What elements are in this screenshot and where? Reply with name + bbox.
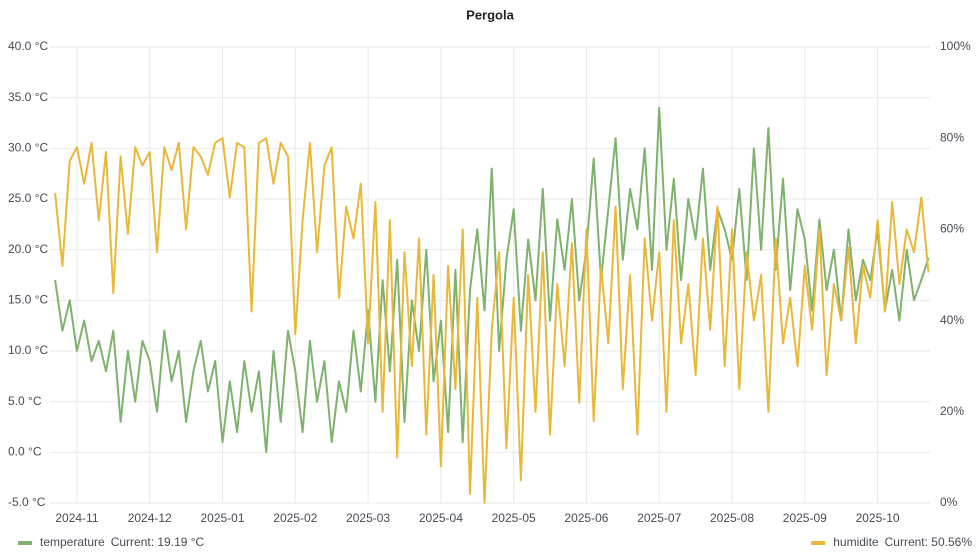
y-tick-label: 15.0 °C	[8, 293, 48, 307]
y2-tick-label: 0%	[940, 495, 958, 509]
x-tick-label: 2025-03	[346, 511, 390, 525]
series-line	[54, 137, 930, 504]
y-tick-label: 25.0 °C	[8, 191, 48, 205]
legend-swatch	[18, 541, 32, 545]
x-tick-label: 2025-10	[856, 511, 900, 525]
x-tick-label: 2024-12	[128, 511, 172, 525]
y2-tick-label: 80%	[940, 130, 964, 144]
y-tick-label: 40.0 °C	[8, 39, 48, 53]
legend-value: Current: 50.56%	[885, 535, 973, 549]
x-tick-label: 2025-09	[783, 511, 827, 525]
x-tick-label: 2025-04	[419, 511, 463, 525]
x-tick-label: 2025-02	[273, 511, 317, 525]
legend-value: Current: 19.19 °C	[111, 535, 205, 549]
y2-tick-label: 60%	[940, 222, 964, 236]
legend-label: temperature	[40, 535, 105, 549]
y-tick-label: 0.0 °C	[8, 445, 42, 459]
x-tick-label: 2024-11	[55, 511, 98, 525]
y2-tick-label: 20%	[940, 404, 964, 418]
y2-tick-label: 40%	[940, 313, 964, 327]
x-tick-label: 2025-05	[492, 511, 536, 525]
y-tick-label: -5.0 °C	[8, 495, 46, 509]
x-tick-label: 2025-08	[710, 511, 754, 525]
x-tick-label: 2025-07	[637, 511, 681, 525]
legend-label: humidite	[833, 535, 879, 549]
x-tick-label: 2025-01	[200, 511, 244, 525]
y-tick-label: 30.0 °C	[8, 141, 48, 155]
y-tick-label: 20.0 °C	[8, 242, 48, 256]
y-tick-label: 10.0 °C	[8, 343, 48, 357]
y2-tick-label: 100%	[940, 39, 971, 53]
legend-swatch	[811, 541, 826, 545]
chart-title: Pergola	[466, 7, 514, 22]
series-line	[54, 106, 930, 454]
x-tick-label: 2025-06	[564, 511, 608, 525]
y-tick-label: 5.0 °C	[8, 394, 42, 408]
y-tick-label: 35.0 °C	[8, 90, 48, 104]
